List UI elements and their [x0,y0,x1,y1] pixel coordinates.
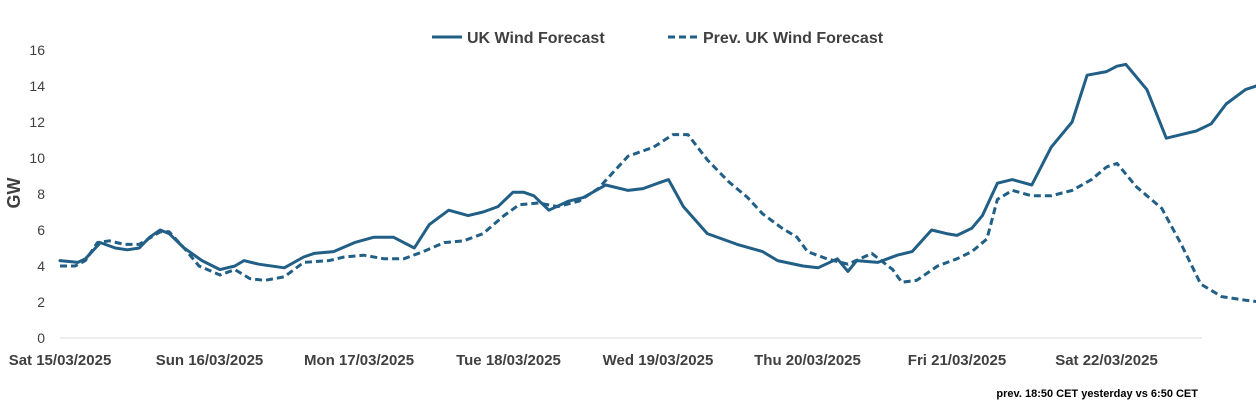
y-tick-label: 12 [29,114,45,130]
legend-label-prev-uk-wind-forecast: Prev. UK Wind Forecast [703,30,884,47]
x-tick-label: Thu 20/03/2025 [754,352,861,369]
x-tick-label: Tue 18/03/2025 [456,352,561,369]
y-tick-label: 10 [29,150,45,166]
y-tick-label: 16 [29,42,45,58]
y-tick-label: 4 [37,258,45,274]
y-tick-label: 8 [37,186,45,202]
y-tick-label: 14 [29,78,45,94]
y-tick-label: 6 [37,222,45,238]
y-axis-label: GW [4,177,24,208]
x-tick-label: Fri 21/03/2025 [908,352,1006,369]
x-tick-label: Mon 17/03/2025 [304,352,414,369]
y-axis-ticks: 0 2 4 6 8 10 12 14 16 [29,42,45,346]
series-group [58,62,1256,303]
x-tick-label: Sun 16/03/2025 [156,352,264,369]
series-line-prev-uk-wind-forecast [60,133,1256,303]
chart-legend: UK Wind Forecast Prev. UK Wind Forecast [432,30,884,47]
y-tick-label: 2 [37,294,45,310]
y-tick-label: 0 [37,330,45,346]
x-tick-label: Sat 22/03/2025 [1055,352,1158,369]
x-axis-ticks: Sat 15/03/2025 Sun 16/03/2025 Mon 17/03/20… [9,352,1158,369]
series-line-uk-wind-forecast [58,62,1256,273]
x-tick-label: Sat 15/03/2025 [9,352,112,369]
forecast-time-note: prev. 18:50 CET yesterday vs 6:50 CET [996,388,1198,400]
legend-label-uk-wind-forecast: UK Wind Forecast [467,30,605,47]
x-tick-label: Wed 19/03/2025 [603,352,714,369]
